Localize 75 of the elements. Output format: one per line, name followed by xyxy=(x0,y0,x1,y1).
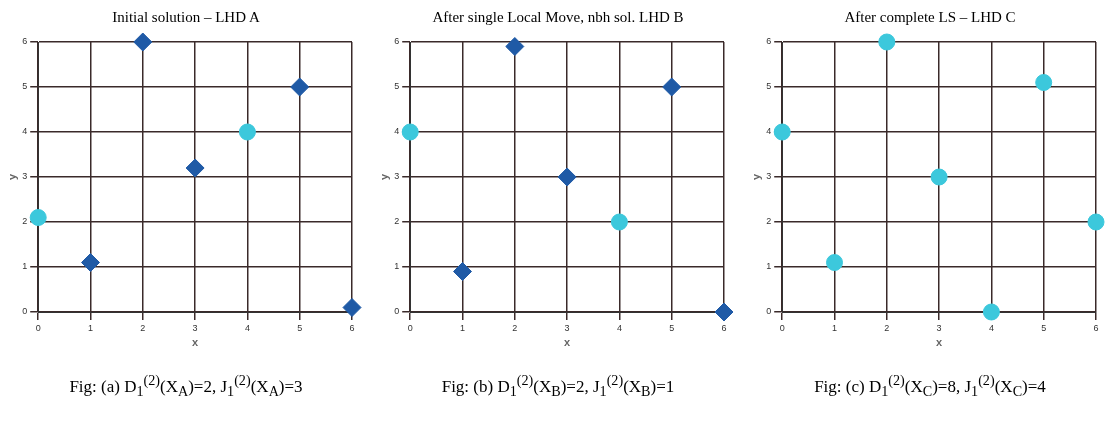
y-axis-title: y xyxy=(5,173,18,181)
y-tick-label: 1 xyxy=(394,261,400,272)
y-tick-label: 3 xyxy=(766,171,772,182)
y-tick-label: 1 xyxy=(22,261,28,272)
y-tick-label: 1 xyxy=(766,261,772,272)
x-tick-label: 4 xyxy=(988,322,994,333)
point xyxy=(505,37,525,56)
x-tick-label: 2 xyxy=(512,322,518,333)
point xyxy=(401,123,419,141)
point xyxy=(714,302,734,322)
point xyxy=(1035,74,1053,91)
x-tick-label: 1 xyxy=(88,322,94,333)
y-tick-label: 0 xyxy=(766,306,772,317)
point xyxy=(1087,213,1105,231)
x-tick-label: 2 xyxy=(884,322,890,333)
x-tick-label: 1 xyxy=(460,322,466,333)
x-tick-label: 0 xyxy=(407,322,413,333)
y-tick-label: 6 xyxy=(22,36,28,47)
x-tick-label: 5 xyxy=(1041,322,1047,333)
point xyxy=(342,298,362,317)
x-tick-label: 3 xyxy=(192,322,198,333)
x-tick-label: 6 xyxy=(1093,322,1099,333)
y-axis-title: y xyxy=(749,173,762,181)
point xyxy=(773,123,791,141)
point xyxy=(557,167,577,187)
x-axis-title: x xyxy=(564,336,572,349)
point xyxy=(29,209,47,226)
y-tick-label: 6 xyxy=(394,36,400,47)
text: Fig: (a) D$_{1}$$^{(2)}$(X$_{A}$)=2, J$_{1}$$^{(2)}$(X$_{A}$)=3 xyxy=(69,372,303,400)
x-axis-title: x xyxy=(936,336,944,349)
x-tick-label: 6 xyxy=(349,322,355,333)
point xyxy=(930,168,948,186)
point xyxy=(982,303,1000,321)
point xyxy=(662,77,682,97)
point xyxy=(238,123,256,141)
chart-title: After single Local Move, nbh sol. LHD B xyxy=(432,8,684,27)
chart-title: Initial solution – LHD A xyxy=(112,8,260,27)
point xyxy=(878,33,896,51)
x-tick-label: 5 xyxy=(297,322,303,333)
point xyxy=(185,158,205,178)
text: Fig: (c) D$_{1}$$^{(2)}$(X$_{C}$)=8, J$_{1}$$^{(2)}$(X$_{C}$)=4 xyxy=(814,372,1046,400)
x-tick-label: 1 xyxy=(832,322,838,333)
x-tick-label: 2 xyxy=(140,322,146,333)
x-tick-label: 3 xyxy=(564,322,570,333)
y-tick-label: 5 xyxy=(22,81,28,92)
y-tick-label: 5 xyxy=(394,81,400,92)
point xyxy=(453,262,472,281)
chart-title: After complete LS – LHD C xyxy=(844,8,1016,27)
x-tick-label: 5 xyxy=(669,322,675,333)
x-tick-label: 6 xyxy=(721,322,727,333)
y-tick-label: 4 xyxy=(394,126,400,137)
y-tick-label: 3 xyxy=(394,171,400,182)
point xyxy=(133,32,153,52)
y-tick-label: 3 xyxy=(22,171,28,182)
y-tick-label: 4 xyxy=(766,126,772,137)
x-tick-label: 4 xyxy=(244,322,250,333)
y-tick-label: 0 xyxy=(22,306,28,317)
point xyxy=(826,254,843,271)
x-axis-title: x xyxy=(192,336,200,349)
y-axis-title: y xyxy=(377,173,390,181)
y-tick-label: 5 xyxy=(766,81,772,92)
x-tick-label: 4 xyxy=(616,322,622,333)
y-tick-label: 4 xyxy=(22,126,28,137)
point xyxy=(81,253,100,272)
point xyxy=(290,77,310,97)
x-tick-label: 0 xyxy=(35,322,41,333)
point xyxy=(610,213,628,231)
y-tick-label: 2 xyxy=(394,216,400,227)
y-tick-label: 2 xyxy=(22,216,28,227)
y-tick-label: 6 xyxy=(766,36,772,47)
y-tick-label: 0 xyxy=(394,306,400,317)
y-tick-label: 2 xyxy=(766,216,772,227)
text: Fig: (b) D$_{1}$$^{(2)}$(X$_{B}$)=2, J$_{1}$$^{(2)}$(X$_{B}$)=1 xyxy=(441,372,675,400)
x-tick-label: 0 xyxy=(779,322,785,333)
x-tick-label: 3 xyxy=(936,322,942,333)
